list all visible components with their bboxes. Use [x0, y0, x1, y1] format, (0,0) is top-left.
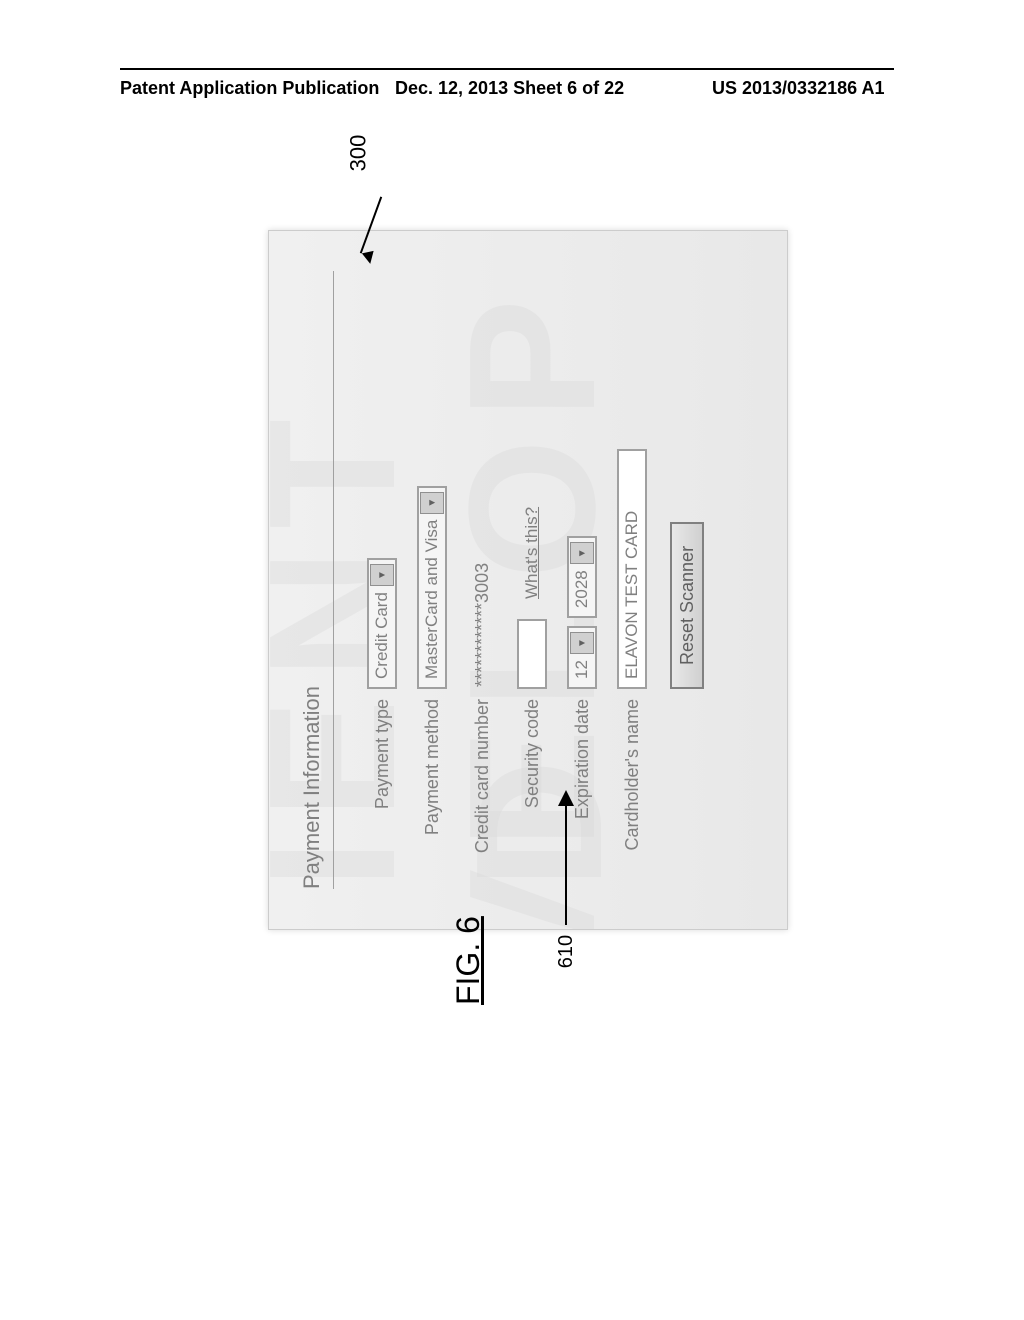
figure-label-text: FIG. 6 — [450, 916, 486, 1005]
security-code-input[interactable] — [517, 619, 547, 689]
cardholder-input[interactable]: ELAVON TEST CARD — [617, 449, 647, 689]
expiration-year-value: 2028 — [572, 570, 592, 608]
reference-numeral-610: 610 — [555, 935, 578, 968]
payment-form-screenshot: IENT D VELOP Payment Information Payment… — [268, 230, 788, 930]
payment-method-select[interactable]: MasterCard and Visa ▼ — [417, 486, 447, 689]
card-number-label: Credit card number — [472, 689, 493, 889]
cardholder-value: ELAVON TEST CARD — [622, 511, 642, 679]
reference-300-arrowhead — [362, 251, 376, 265]
payment-method-label: Payment method — [422, 689, 443, 889]
cardholder-label: Cardholder's name — [622, 689, 643, 889]
reference-numeral-300: 300 — [345, 135, 371, 172]
card-number-row: Credit card number ************3003 — [464, 271, 500, 889]
security-code-row: Security code What's this? — [514, 271, 550, 889]
expiration-label: Expiration date — [572, 689, 593, 889]
expiration-year-select[interactable]: 2028 ▼ — [567, 536, 597, 618]
cardholder-row: Cardholder's name ELAVON TEST CARD — [614, 271, 650, 889]
card-number-value: ************3003 — [472, 563, 493, 689]
payment-type-row: Payment type Credit Card ▼ — [364, 271, 400, 889]
payment-method-value: MasterCard and Visa — [422, 520, 442, 679]
chevron-down-icon: ▼ — [570, 542, 594, 564]
payment-type-value: Credit Card — [372, 592, 392, 679]
chevron-down-icon: ▼ — [420, 492, 444, 514]
reference-610-leader — [565, 805, 567, 925]
expiration-month-value: 12 — [572, 660, 592, 679]
chevron-down-icon: ▼ — [370, 564, 394, 586]
reset-button-label: Reset Scanner — [677, 546, 698, 665]
figure-label: FIG. 6 — [450, 916, 487, 1005]
reference-610-arrowhead — [558, 790, 574, 806]
reset-scanner-button[interactable]: Reset Scanner — [670, 522, 704, 689]
payment-type-label: Payment type — [372, 689, 393, 889]
payment-method-row: Payment method MasterCard and Visa ▼ — [414, 271, 450, 889]
header-pub-number: US 2013/0332186 A1 — [712, 78, 884, 99]
payment-type-select[interactable]: Credit Card ▼ — [367, 558, 397, 689]
header-rule — [120, 68, 894, 70]
payment-information-form: Payment Information Payment type Credit … — [299, 271, 704, 889]
header-date-sheet: Dec. 12, 2013 Sheet 6 of 22 — [395, 78, 624, 99]
expiration-month-select[interactable]: 12 ▼ — [567, 626, 597, 689]
header-publication: Patent Application Publication — [120, 78, 379, 99]
figure-6-container: IENT D VELOP Payment Information Payment… — [178, 320, 878, 840]
whats-this-link[interactable]: What's this? — [522, 507, 542, 599]
section-title: Payment Information — [299, 271, 334, 889]
security-code-label: Security code — [522, 689, 543, 889]
chevron-down-icon: ▼ — [570, 632, 594, 654]
